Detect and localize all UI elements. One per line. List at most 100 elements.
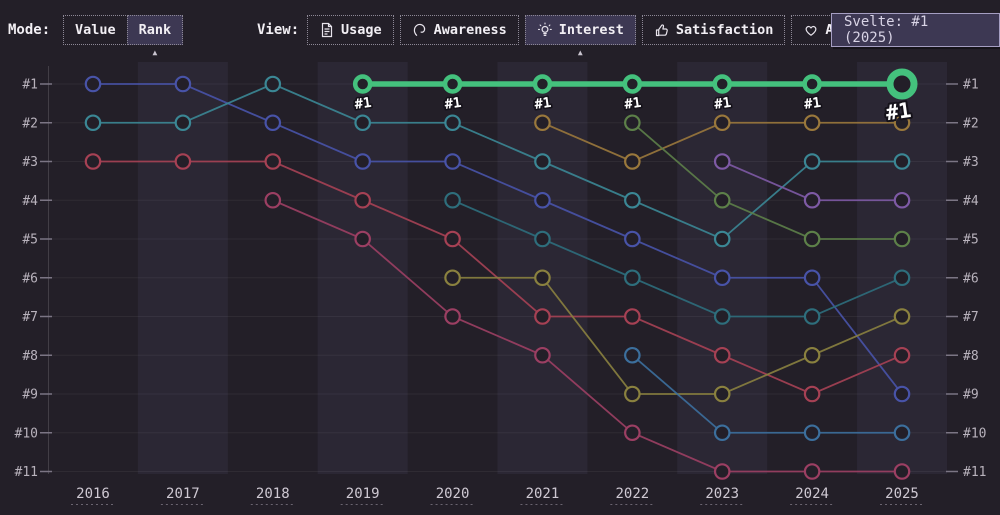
- data-point-series-olive-2022[interactable]: [624, 385, 641, 403]
- data-point-series-amber-2023[interactable]: [713, 114, 731, 132]
- data-point-series-dark-teal-2025[interactable]: [893, 269, 911, 287]
- data-point-series-olive-2025[interactable]: [893, 308, 911, 325]
- year-label-2023[interactable]: 2023: [705, 486, 739, 502]
- series-lines: [93, 83, 903, 473]
- data-point-series-indigo-2024[interactable]: [803, 269, 821, 287]
- data-point-svelte-2024[interactable]: [802, 74, 822, 94]
- data-point-series-teal-2018[interactable]: [264, 75, 282, 93]
- data-point-series-red-2025[interactable]: [893, 346, 911, 364]
- data-point-series-red-2022[interactable]: [624, 308, 641, 325]
- data-point-series-maroon-2025[interactable]: [893, 463, 911, 480]
- year-label-2024[interactable]: 2024: [795, 486, 829, 502]
- data-point-series-olive-2023[interactable]: [713, 385, 731, 403]
- rank-label-left: #7: [22, 310, 38, 325]
- data-point-series-steel-blue-2022[interactable]: [624, 346, 641, 364]
- data-point-series-red-2024[interactable]: [803, 385, 821, 403]
- heart-icon: [803, 22, 819, 38]
- data-point-series-moss-2023[interactable]: [713, 191, 731, 209]
- series-points: [84, 75, 911, 480]
- data-point-series-indigo-2023[interactable]: [713, 269, 731, 287]
- data-point-series-dark-teal-2024[interactable]: [803, 308, 821, 325]
- data-point-series-amber-2025[interactable]: [893, 114, 911, 132]
- year-label-2022[interactable]: 2022: [615, 486, 649, 502]
- data-point-svelte-2023[interactable]: [712, 74, 732, 94]
- data-point-series-dark-teal-2021[interactable]: [534, 230, 551, 248]
- year-label-2020[interactable]: 2020: [436, 486, 470, 502]
- data-point-series-teal-2019[interactable]: [354, 114, 371, 132]
- view-button-satisfaction[interactable]: Satisfaction: [641, 15, 786, 45]
- data-point-series-teal-2023[interactable]: [713, 230, 731, 248]
- data-point-series-amber-2021[interactable]: [534, 114, 551, 132]
- data-point-series-red-2019[interactable]: [354, 191, 371, 209]
- data-point-series-teal-2021[interactable]: [534, 153, 551, 170]
- data-point-series-indigo-2020[interactable]: [444, 153, 461, 170]
- tooltip-text: Svelte: #1 (2025): [844, 14, 929, 46]
- data-point-series-purple-2024[interactable]: [803, 191, 821, 209]
- data-point-series-maroon-2022[interactable]: [624, 424, 641, 442]
- data-point-series-maroon-2018[interactable]: [264, 191, 282, 209]
- year-label-2017[interactable]: 2017: [166, 486, 200, 502]
- data-point-series-steel-blue-2024[interactable]: [803, 424, 821, 442]
- data-point-svelte-2020[interactable]: [442, 74, 463, 94]
- view-button-awareness[interactable]: Awareness: [399, 15, 519, 45]
- mode-button-rank[interactable]: Rank: [126, 15, 184, 45]
- data-point-series-olive-2021[interactable]: [534, 269, 551, 287]
- data-point-series-maroon-2019[interactable]: [354, 230, 371, 248]
- data-point-series-red-2023[interactable]: [713, 346, 731, 364]
- data-point-series-maroon-2020[interactable]: [444, 308, 461, 325]
- data-point-series-amber-2024[interactable]: [803, 114, 821, 132]
- rank-label-left: #5: [22, 233, 38, 248]
- rank-label-right: #6: [963, 271, 979, 286]
- data-point-series-moss-2025[interactable]: [893, 230, 911, 248]
- data-point-series-indigo-2025[interactable]: [893, 385, 911, 403]
- data-point-series-maroon-2021[interactable]: [534, 346, 551, 364]
- data-point-series-maroon-2024[interactable]: [803, 463, 821, 480]
- rank-label-right: #11: [963, 465, 986, 480]
- data-point-series-indigo-2018[interactable]: [264, 114, 282, 132]
- data-point-series-teal-2017[interactable]: [174, 114, 192, 132]
- data-point-series-purple-2023[interactable]: [713, 153, 731, 170]
- year-label-2016[interactable]: 2016: [76, 486, 110, 502]
- data-point-series-purple-2025[interactable]: [893, 191, 911, 209]
- data-point-series-red-2020[interactable]: [444, 230, 461, 248]
- year-label-2018[interactable]: 2018: [256, 486, 290, 502]
- data-point-series-red-2018[interactable]: [264, 153, 282, 170]
- data-point-series-teal-2020[interactable]: [444, 114, 461, 132]
- data-point-series-amber-2022[interactable]: [624, 153, 641, 170]
- view-button-usage[interactable]: Usage: [307, 15, 394, 45]
- mode-label: Mode:: [8, 22, 51, 38]
- data-point-svelte-2025[interactable]: [886, 68, 918, 100]
- data-point-series-dark-teal-2020[interactable]: [444, 191, 461, 209]
- data-point-series-moss-2024[interactable]: [803, 230, 821, 248]
- data-point-series-steel-blue-2025[interactable]: [893, 424, 911, 442]
- data-point-series-indigo-2021[interactable]: [534, 191, 551, 209]
- data-point-series-indigo-2016[interactable]: [84, 75, 102, 93]
- data-point-svelte-2021[interactable]: [532, 74, 553, 94]
- year-label-2019[interactable]: 2019: [346, 486, 380, 502]
- data-point-series-steel-blue-2023[interactable]: [713, 424, 731, 442]
- mode-button-value[interactable]: Value: [63, 15, 128, 45]
- data-point-svelte-2022[interactable]: [622, 74, 643, 94]
- data-point-series-red-2016[interactable]: [84, 153, 102, 170]
- data-point-series-maroon-2023[interactable]: [713, 463, 731, 480]
- view-button-interest[interactable]: Interest: [524, 15, 636, 45]
- data-point-series-indigo-2022[interactable]: [624, 230, 641, 248]
- data-point-series-red-2017[interactable]: [174, 153, 192, 170]
- data-point-series-olive-2024[interactable]: [803, 346, 821, 364]
- data-point-series-indigo-2019[interactable]: [354, 153, 371, 170]
- rank-point-label-2023: #1: [713, 95, 732, 113]
- data-point-svelte-2019[interactable]: [352, 74, 373, 94]
- data-point-series-teal-2024[interactable]: [803, 153, 821, 170]
- data-point-series-teal-2022[interactable]: [624, 191, 641, 209]
- data-point-series-dark-teal-2023[interactable]: [713, 308, 731, 325]
- year-label-2021[interactable]: 2021: [526, 486, 560, 502]
- mode-switcher: Value Rank: [63, 15, 184, 45]
- data-point-series-teal-2025[interactable]: [893, 153, 911, 170]
- data-point-series-red-2021[interactable]: [534, 308, 551, 325]
- data-point-series-olive-2020[interactable]: [444, 269, 461, 287]
- year-label-2025[interactable]: 2025: [885, 486, 919, 502]
- data-point-series-teal-2016[interactable]: [84, 114, 102, 132]
- data-point-series-moss-2022[interactable]: [624, 114, 641, 132]
- data-point-series-indigo-2017[interactable]: [174, 75, 192, 93]
- data-point-series-dark-teal-2022[interactable]: [624, 269, 641, 287]
